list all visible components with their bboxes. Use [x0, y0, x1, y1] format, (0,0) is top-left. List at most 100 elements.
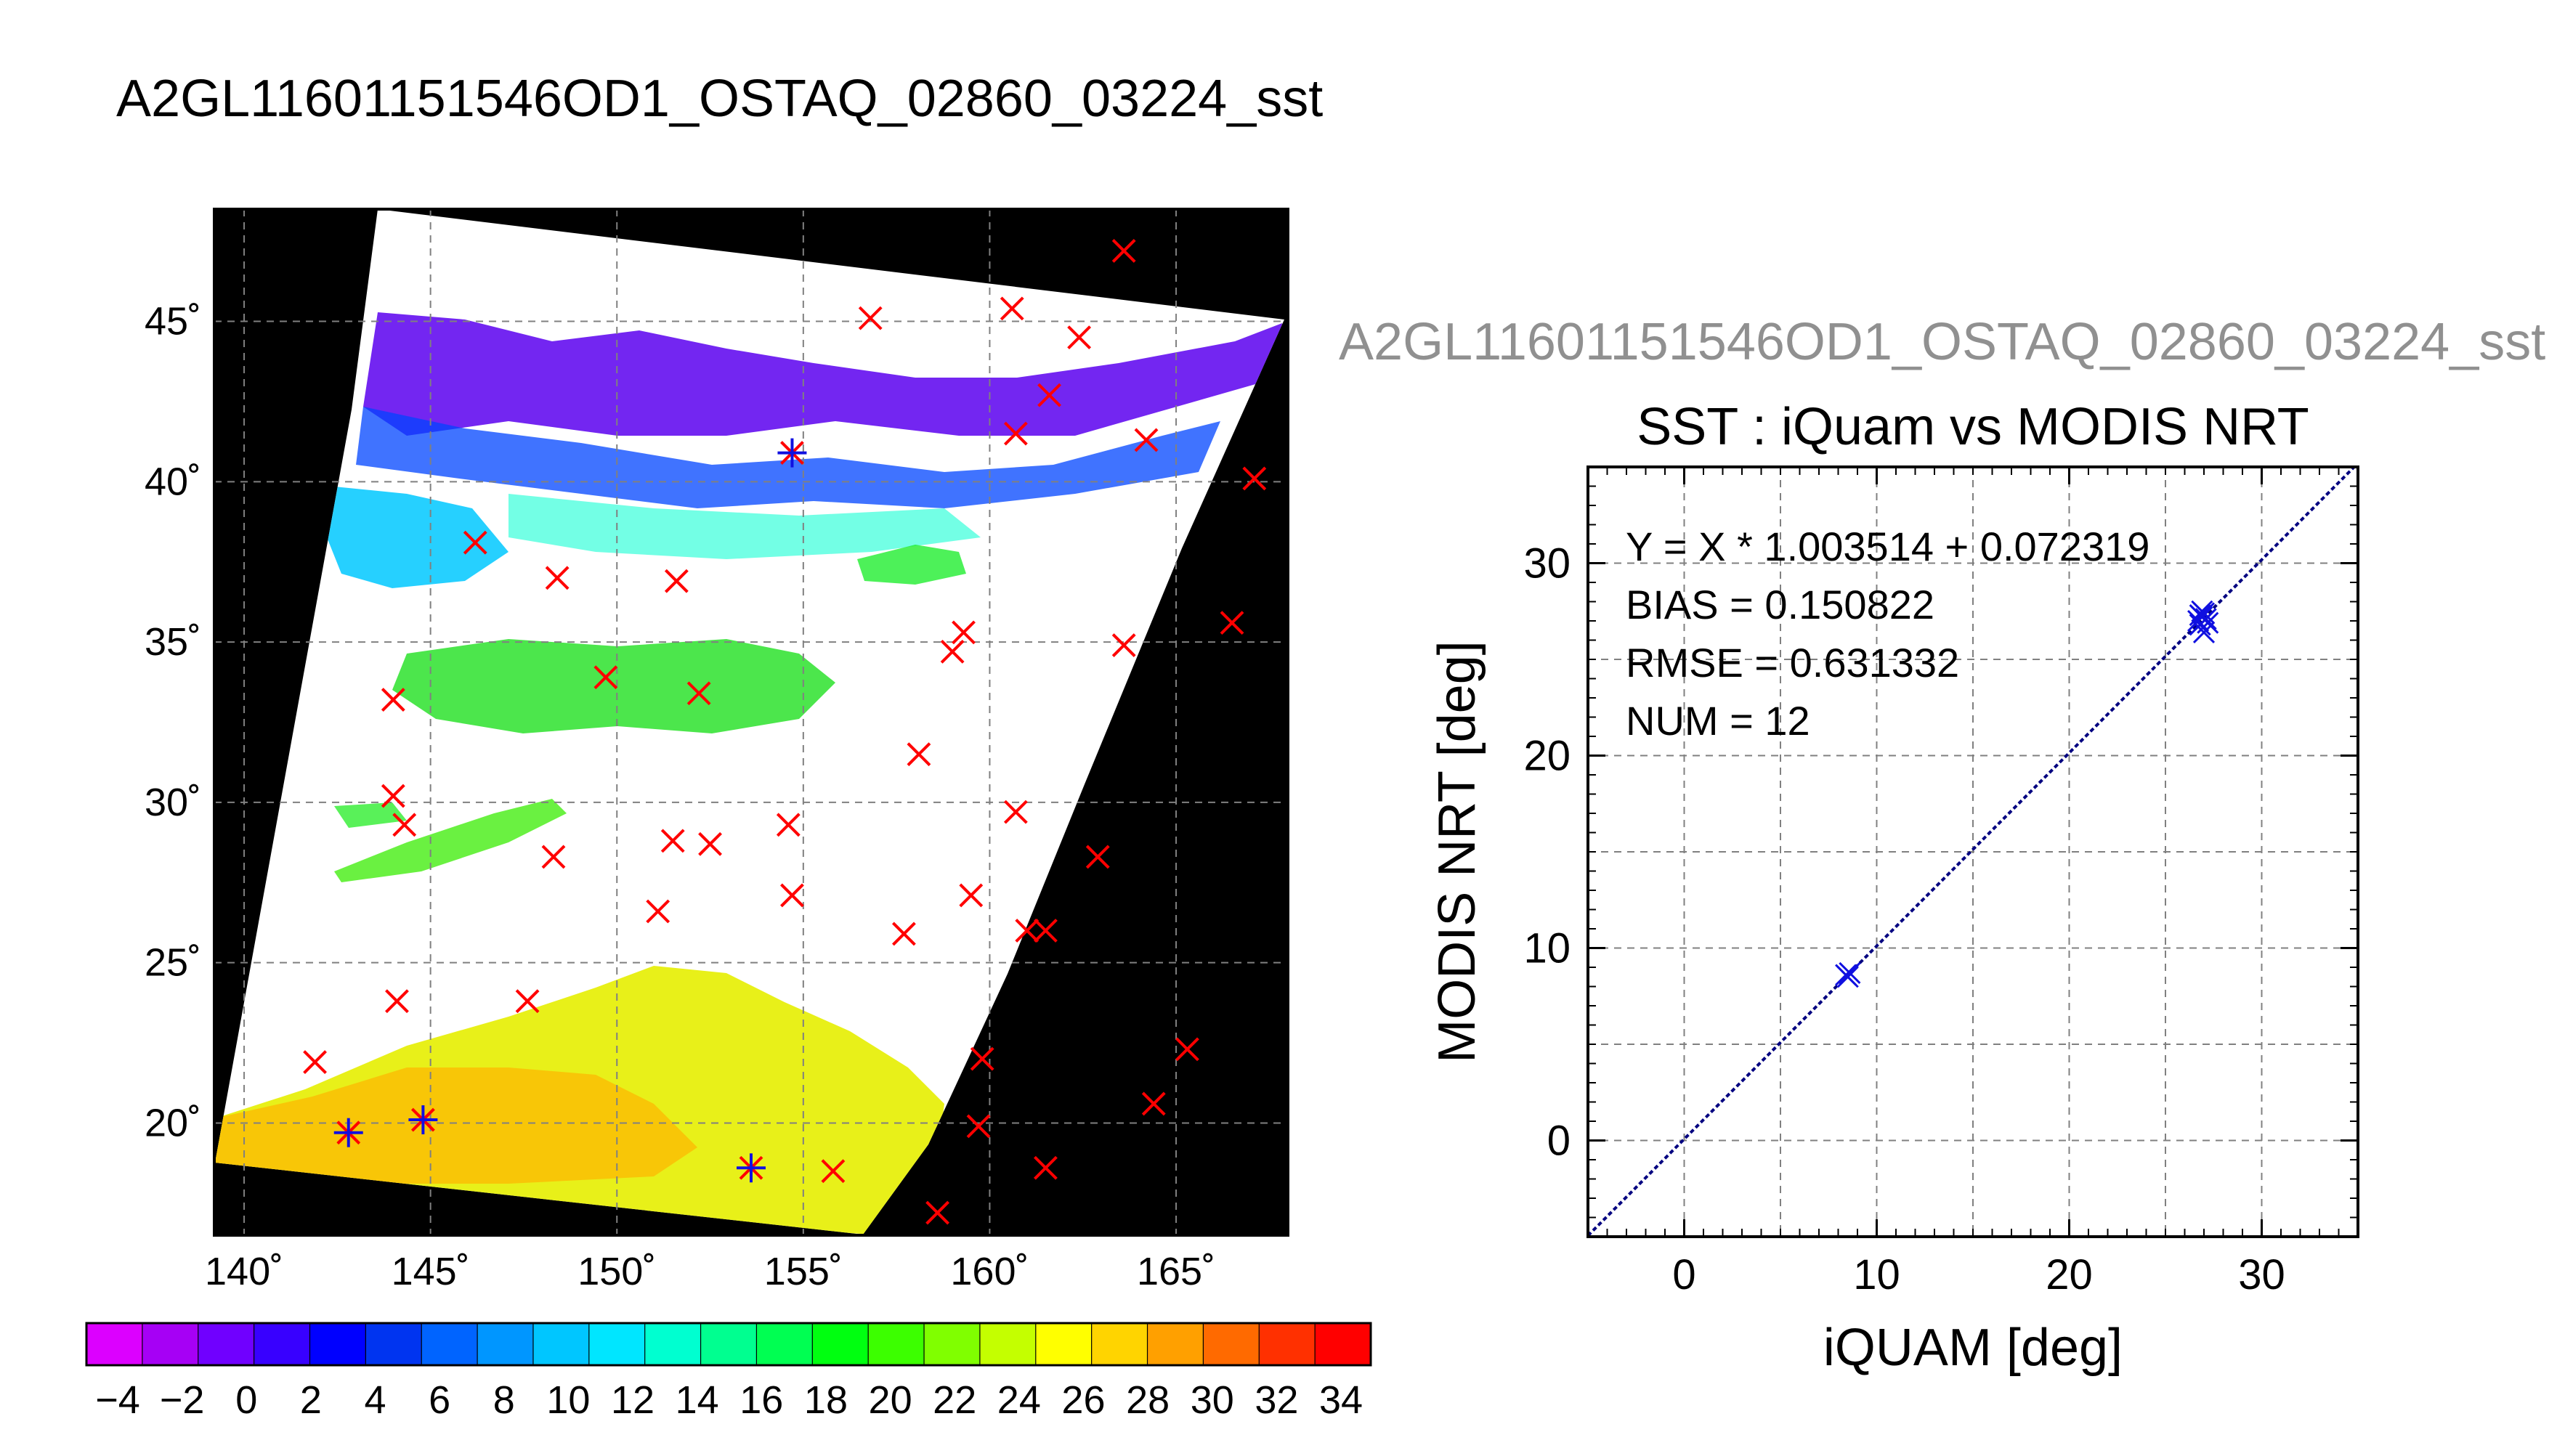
map-marker-red	[1111, 633, 1136, 657]
sst-teal-patch	[508, 494, 981, 559]
map-marker-red	[381, 784, 405, 808]
colorbar-tick-label: 16	[739, 1378, 783, 1422]
colorbar-cells	[86, 1323, 1371, 1365]
colorbar-tick-label: −4	[95, 1378, 140, 1422]
colorbar-cell	[1147, 1323, 1204, 1365]
colorbar-tick-labels: −4 −2 0 2 4 6 8 10 12 14 16 18 20 22 24 26 28 30 32 34	[95, 1378, 1363, 1422]
x-tick-label: 0	[1672, 1251, 1695, 1298]
map-marker-red	[891, 922, 916, 946]
lat-tick-label: 40˚	[145, 460, 201, 503]
colorbar-cell	[142, 1323, 199, 1365]
sst-green-streak	[334, 799, 567, 882]
map-marker-red	[385, 989, 409, 1014]
map-marker-red	[858, 306, 883, 330]
colorbar-tick-label: 34	[1319, 1378, 1363, 1422]
map-axis-labels: 140˚ 145˚ 150˚ 155˚ 160˚ 165˚ 20˚ 25˚ 30˚ 35˚ 40˚ 4…	[145, 300, 1215, 1293]
colorbar-tick-label: 10	[546, 1378, 590, 1422]
colorbar-cell	[477, 1323, 534, 1365]
map-marker-red	[1134, 428, 1159, 452]
map-marker-blue	[408, 1105, 438, 1135]
colorbar-cell	[868, 1323, 925, 1365]
scatter-panel: SST : iQuam vs MODIS NRT 0 10 20 300102030 …	[1428, 398, 2359, 1377]
sst-blue-band	[356, 407, 1220, 508]
map-marker-red	[1175, 1037, 1199, 1062]
colorbar-frame	[85, 1322, 1372, 1367]
lon-tick-label: 150˚	[578, 1250, 656, 1293]
map-marker-red	[646, 899, 670, 924]
map-marker-red	[593, 665, 618, 690]
map-marker-red	[776, 813, 801, 837]
map-marker-red	[966, 1114, 991, 1139]
map-marker-red	[303, 1050, 327, 1074]
colorbar-tick-label: 22	[933, 1378, 976, 1422]
colorbar-tick-label: 4	[365, 1378, 386, 1422]
map-marker-blue	[737, 1153, 766, 1183]
map-marker-red	[1003, 800, 1028, 824]
colorbar-tick-label: 28	[1126, 1378, 1170, 1422]
x-axis-label: iQUAM [deg]	[1823, 1319, 2123, 1377]
scatter-gridlines	[1588, 467, 2358, 1237]
lon-tick-label: 145˚	[392, 1250, 470, 1293]
map-markers	[303, 238, 1267, 1225]
sst-cyan-patch	[327, 487, 508, 588]
map-marker-red	[686, 681, 711, 706]
colorbar-cell	[1203, 1323, 1260, 1365]
colorbar-cell	[756, 1323, 813, 1365]
map-marker-blue	[777, 438, 807, 468]
lon-tick-label: 155˚	[764, 1250, 843, 1293]
y-tick-label: 20	[1523, 733, 1571, 780]
colorbar-cell	[86, 1323, 143, 1365]
colorbar-cell	[924, 1323, 981, 1365]
x-tick-label: 20	[2046, 1251, 2093, 1298]
map-marker-red	[1000, 296, 1024, 321]
map-gridlines	[214, 209, 1288, 1235]
map-marker-red	[515, 989, 540, 1014]
colorbar-cell	[198, 1323, 255, 1365]
stat-rmse: RMSE = 0.631332	[1626, 640, 1959, 686]
lat-tick-label: 30˚	[145, 781, 201, 824]
map-marker-red	[952, 620, 976, 645]
y-axis-label: MODIS NRT [deg]	[1428, 640, 1486, 1063]
map-marker-red	[959, 883, 984, 908]
scatter-points	[1835, 600, 2219, 988]
fit-statistics: Y = X * 1.003514 + 0.072319 BIAS = 0.150…	[1626, 524, 2149, 744]
colorbar-cell	[365, 1323, 422, 1365]
map-marker-red	[970, 1046, 994, 1071]
map-marker-red	[664, 569, 689, 593]
sst-small-green	[334, 802, 407, 828]
colorbar-tick-label: 18	[804, 1378, 848, 1422]
colorbar-cell	[700, 1323, 757, 1365]
map-marker-red	[1003, 421, 1028, 446]
fit-line	[1588, 467, 2356, 1237]
lat-tick-label: 35˚	[145, 620, 201, 664]
colorbar-cell	[1259, 1323, 1316, 1365]
map-marker-blue	[333, 1118, 363, 1147]
map-marker-red	[541, 845, 566, 869]
map-marker-red	[1034, 1155, 1058, 1180]
colorbar: −4 −2 0 2 4 6 8 10 12 14 16 18 20 22 24 26 28 30 32 34	[85, 1322, 1372, 1422]
map-marker-red	[392, 813, 417, 837]
y-tick-label: 30	[1523, 540, 1571, 587]
map-marker-red	[463, 530, 487, 555]
map-marker-red	[698, 831, 722, 856]
colorbar-tick-label: 2	[300, 1378, 322, 1422]
stat-equation: Y = X * 1.003514 + 0.072319	[1626, 524, 2149, 569]
colorbar-tick-label: 14	[676, 1378, 719, 1422]
map-marker-red	[907, 742, 931, 767]
stat-bias: BIAS = 0.150822	[1626, 582, 1934, 627]
map-marker-red	[545, 566, 570, 590]
colorbar-tick-label: 0	[235, 1378, 257, 1422]
colorbar-cell	[1091, 1323, 1148, 1365]
map-frame	[213, 208, 1289, 1237]
lon-tick-label: 165˚	[1137, 1250, 1215, 1293]
x-tick-label: 10	[1853, 1251, 1900, 1298]
y-tick-label: 0	[1547, 1118, 1571, 1165]
sst-purple-band	[363, 312, 1282, 436]
y-tick-label: 10	[1523, 925, 1571, 972]
colorbar-tick-label: 20	[869, 1378, 912, 1422]
colorbar-tick-label: −2	[160, 1378, 205, 1422]
scatter-point	[2191, 600, 2213, 622]
lat-tick-label: 45˚	[145, 300, 201, 343]
colorbar-cell	[254, 1323, 310, 1365]
